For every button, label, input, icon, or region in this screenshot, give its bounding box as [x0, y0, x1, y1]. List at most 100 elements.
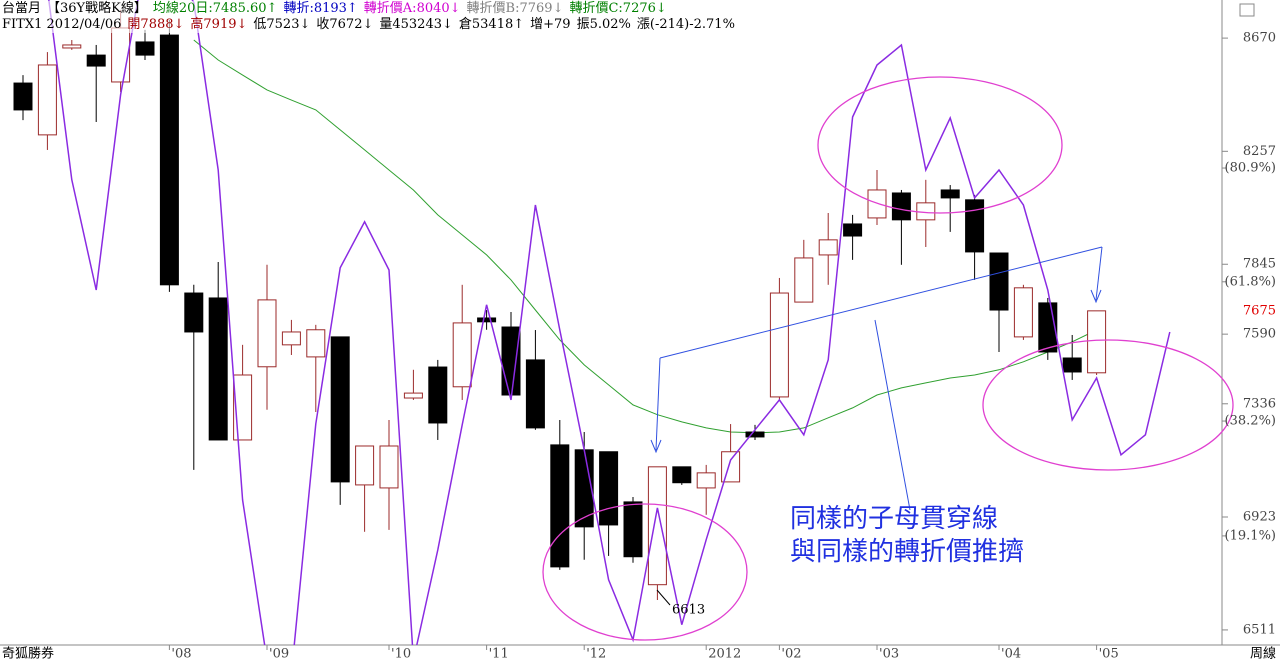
- arrow-head: [1090, 289, 1102, 304]
- candle-body: [111, 27, 131, 83]
- candle-body: [525, 359, 545, 429]
- candle-body: [1062, 357, 1082, 373]
- header-item: 台當月: [2, 1, 42, 16]
- fib-tick-label: (80.9%): [1225, 161, 1276, 176]
- plot-area: [13, 0, 1171, 645]
- candle-body: [403, 392, 423, 399]
- period-label: 周線: [1250, 646, 1276, 662]
- highlight-ellipse: [817, 76, 1063, 214]
- y-tick-label: 8257: [1243, 144, 1276, 159]
- pointer-line: [656, 589, 671, 606]
- candle-body: [843, 223, 863, 237]
- candle-body: [916, 202, 936, 221]
- arrow-line: [655, 357, 661, 451]
- last-price-bg: [1226, 302, 1278, 319]
- indicator-line: [193, 39, 1097, 434]
- header-item: 增+79: [530, 17, 571, 32]
- header-item: 均線20日:7485.60↑: [152, 1, 278, 16]
- candle-body: [184, 292, 204, 333]
- fib-tick-label: (61.8%): [1225, 274, 1276, 289]
- y-tick-label: 8670: [1243, 31, 1276, 46]
- low-annotation: 6613: [672, 603, 705, 618]
- drawn-annotations: [542, 76, 1234, 641]
- x-tick-label: '10: [391, 647, 411, 662]
- fib-tick-label: (38.2%): [1225, 414, 1276, 429]
- header-item: 倉53418↑: [458, 17, 525, 32]
- x-tick-label: '04: [1001, 647, 1021, 662]
- candle-body: [355, 445, 375, 486]
- header-item: 轉折價C:7276↓: [569, 1, 667, 16]
- candle-body: [86, 54, 106, 67]
- note-text: 同樣的子母貫穿線: [790, 504, 998, 534]
- x-tick-label: '08: [171, 647, 191, 662]
- candle-body: [818, 239, 838, 256]
- header-item: FITX1 2012/04/06: [2, 17, 122, 32]
- candle-body: [1013, 287, 1033, 338]
- brand-label: 奇狐勝券: [2, 646, 54, 662]
- x-tick-label: '02: [781, 647, 801, 662]
- fib-tick-label: (19.1%): [1225, 528, 1276, 543]
- highlight-ellipse: [982, 339, 1234, 471]
- candle-body: [1087, 310, 1107, 374]
- candle-body: [769, 292, 789, 398]
- candle-body: [37, 64, 57, 136]
- x-tick-label: '09: [269, 647, 289, 662]
- y-tick-label: 6511: [1243, 622, 1276, 637]
- arrow-head: [650, 439, 662, 454]
- candle-body: [647, 466, 667, 586]
- header-item: 漲(-214)-2.71%: [636, 17, 735, 32]
- candle-body: [477, 317, 497, 323]
- candle-body: [721, 451, 741, 483]
- header-line: FITX1 2012/04/06 開7888↓ 高7919↓ 低7523↓ 收7672↓…: [2, 17, 741, 33]
- candle-body: [13, 82, 33, 111]
- x-tick-label: 2012: [708, 647, 741, 662]
- y-tick-label: 7845: [1243, 257, 1276, 272]
- candle-body: [330, 336, 350, 483]
- header-item: 轉折價B:7769↓: [466, 1, 564, 16]
- corner-icon: [1239, 3, 1255, 17]
- header-item: 量453243↓: [379, 17, 453, 32]
- candle-body: [135, 41, 155, 56]
- candle-body: [989, 252, 1009, 311]
- y-tick-label: 7336: [1243, 396, 1276, 411]
- header-item: 振5.02%: [576, 17, 631, 32]
- candle-body: [208, 297, 228, 441]
- x-tick-label: '12: [586, 647, 606, 662]
- header-item: 高7919↓: [190, 17, 248, 32]
- header-item: 低7523↓: [253, 17, 311, 32]
- candle-body: [672, 466, 692, 484]
- indicator-line: [48, 0, 1171, 645]
- header-item: 轉折:8193↑: [283, 1, 358, 16]
- candle-body: [233, 374, 253, 441]
- candle-body: [891, 192, 911, 221]
- candle-body: [501, 326, 521, 396]
- candle-body: [940, 189, 960, 199]
- highlight-ellipse: [542, 503, 748, 641]
- candle-body: [550, 444, 570, 568]
- candle-body: [257, 299, 277, 368]
- candle-body: [623, 501, 643, 558]
- candle-body: [696, 472, 716, 489]
- y-tick-label: 6923: [1243, 509, 1276, 524]
- note-text: 與同樣的轉折價推擠: [790, 537, 1024, 567]
- header-item: 開7888↓: [127, 17, 185, 32]
- candle-body: [794, 257, 814, 303]
- header-item: 【36Y戰略K線】: [47, 1, 147, 16]
- trend-line: [659, 246, 1103, 359]
- candle-body: [452, 322, 472, 388]
- header-item: 轉折價A:8040↓: [363, 1, 461, 16]
- header-line: 台當月 【36Y戰略K線】 均線20日:7485.60↑ 轉折:8193↑ 轉折價A:8…: [2, 1, 673, 17]
- candle-body: [574, 449, 594, 528]
- candle-body: [159, 34, 179, 286]
- candle-body: [965, 199, 985, 253]
- candle-body: [745, 431, 765, 438]
- candle-body: [599, 451, 619, 526]
- candle-body: [62, 44, 82, 49]
- candle-body: [306, 329, 326, 358]
- x-tick-label: '03: [879, 647, 899, 662]
- x-tick-label: '11: [489, 647, 509, 662]
- arrow-line: [1095, 246, 1103, 301]
- header-item: 收7672↓: [316, 17, 374, 32]
